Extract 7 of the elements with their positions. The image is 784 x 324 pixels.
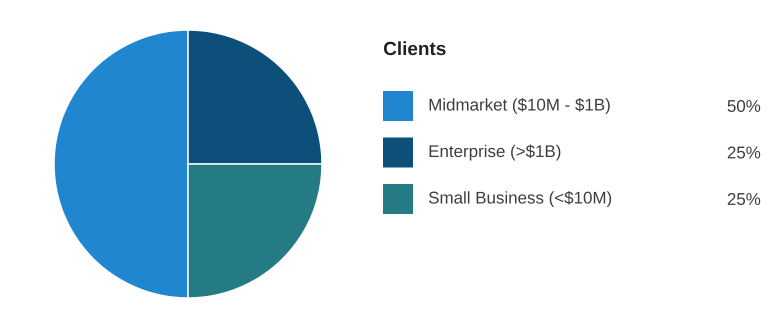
data-label: 25% <box>728 193 760 205</box>
legend-label: Small Business (<$10M) <box>428 190 612 208</box>
legend-label: Enterprise (>$1B) <box>430 144 560 161</box>
legend-label: Midmarket ($10M - $1B) <box>430 98 610 114</box>
data-label: 25% <box>728 146 760 158</box>
legend-title: Clients <box>384 41 446 56</box>
data-label: 50% <box>728 100 760 112</box>
